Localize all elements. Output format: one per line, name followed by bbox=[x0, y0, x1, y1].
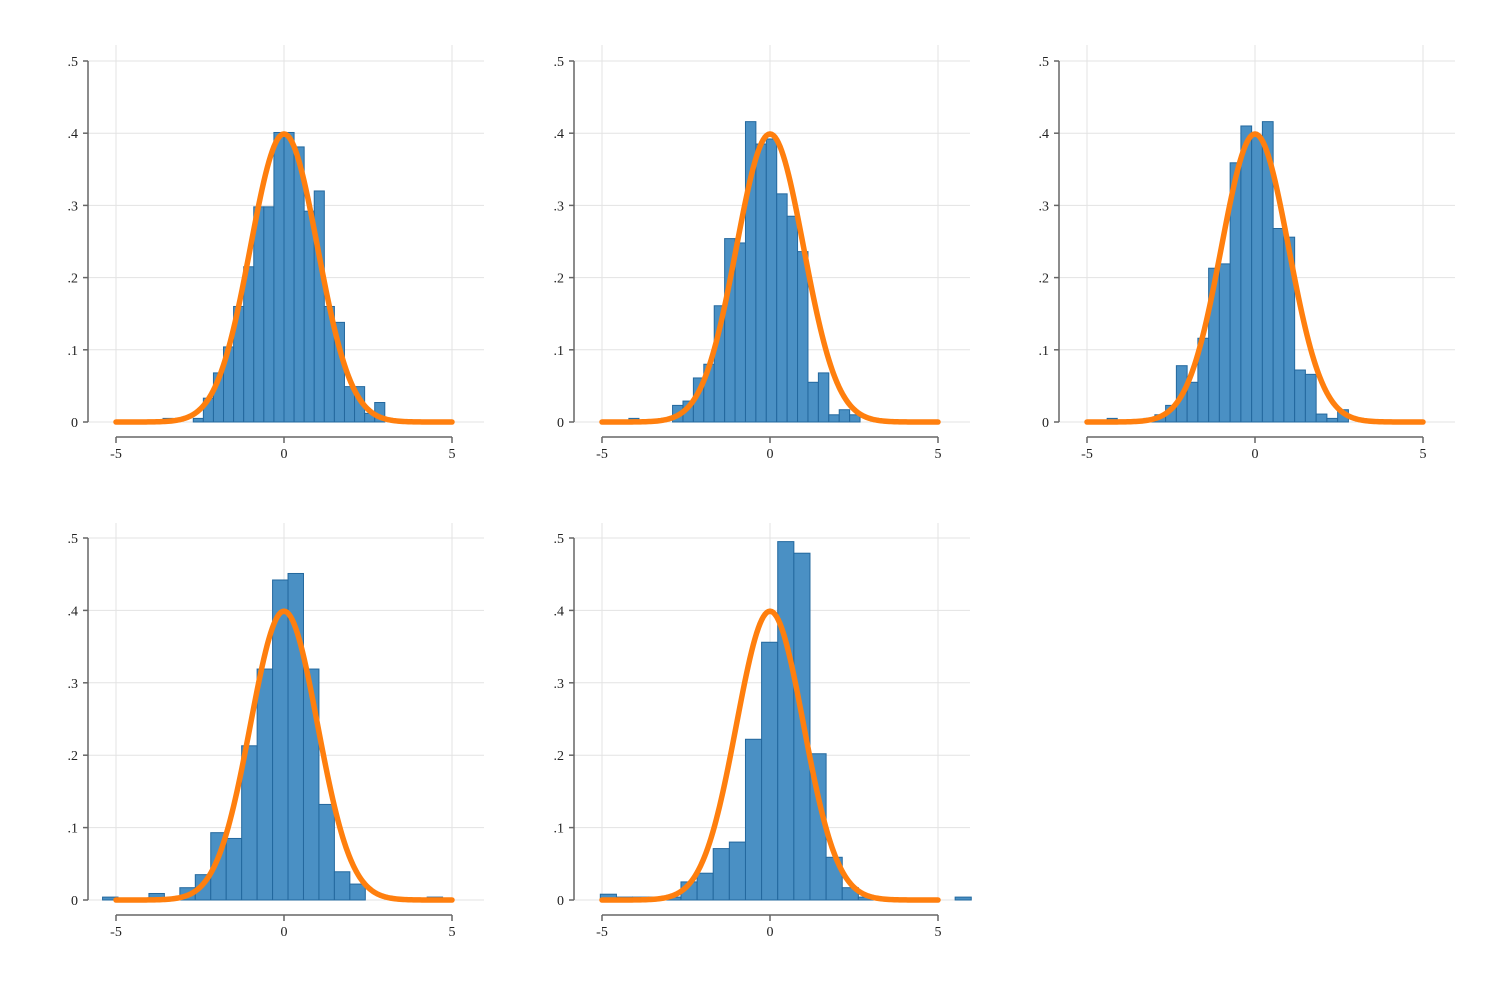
histogram-bar bbox=[302, 668, 320, 901]
x-tick-label: 0 bbox=[767, 925, 774, 940]
histogram-bar bbox=[734, 242, 746, 423]
histogram-bar bbox=[728, 841, 746, 901]
y-tick-label: 0 bbox=[557, 416, 564, 431]
histogram-bar bbox=[283, 131, 295, 423]
histogram-bar bbox=[243, 266, 255, 423]
histogram-bar bbox=[817, 372, 830, 423]
y-tick-label: 0 bbox=[71, 416, 78, 431]
panel-2: 0 .1 .2 .3 .4 .5 -5 0 5 bbox=[554, 45, 970, 462]
histogram-bar bbox=[755, 143, 767, 423]
y-tick-label: .3 bbox=[68, 677, 79, 692]
histogram-bar bbox=[273, 131, 285, 423]
x-tick-label: -5 bbox=[596, 447, 608, 462]
histogram-bar bbox=[1304, 373, 1317, 423]
x-tick-label: 5 bbox=[449, 447, 456, 462]
x-tick-label: 0 bbox=[281, 925, 288, 940]
histogram-bar bbox=[192, 417, 204, 423]
y-tick-label: .4 bbox=[554, 604, 565, 619]
histogram-bar bbox=[1315, 413, 1328, 423]
histogram-bar bbox=[777, 541, 795, 901]
histogram-bar bbox=[303, 210, 315, 423]
histogram-bar bbox=[1251, 134, 1263, 423]
x-tick-label: 5 bbox=[935, 925, 942, 940]
density-curve bbox=[1084, 131, 1426, 425]
histogram-bar bbox=[849, 414, 861, 423]
y-tick-label: .5 bbox=[1039, 55, 1050, 70]
histogram-bar bbox=[712, 848, 730, 901]
histogram-bar bbox=[797, 251, 809, 423]
y-tick-label: .5 bbox=[68, 532, 79, 547]
density-curve bbox=[599, 131, 941, 425]
x-tick-label: 0 bbox=[281, 447, 288, 462]
x-tick-label: 5 bbox=[935, 447, 942, 462]
histogram-bar bbox=[765, 138, 778, 423]
x-tick-label: 0 bbox=[767, 447, 774, 462]
histogram-bar bbox=[333, 871, 351, 901]
y-tick-label: .1 bbox=[68, 822, 79, 837]
x-tick-label: -5 bbox=[1081, 447, 1093, 462]
histogram-bar bbox=[253, 206, 265, 423]
y-tick-label: .2 bbox=[68, 272, 79, 287]
panel-1: 0 .1 .2 .3 .4 .5 -5 0 5 bbox=[68, 45, 484, 462]
x-tick-label: -5 bbox=[110, 925, 122, 940]
histogram-bar bbox=[263, 206, 275, 423]
y-tick-label: .1 bbox=[68, 344, 79, 359]
y-tick-label: .5 bbox=[68, 55, 79, 70]
x-tick-label: 0 bbox=[1252, 447, 1259, 462]
histogram-bar bbox=[696, 872, 714, 901]
histogram-bar bbox=[1186, 381, 1199, 423]
y-tick-label: .2 bbox=[554, 749, 565, 764]
y-tick-label: .5 bbox=[554, 532, 565, 547]
y-tick-label: 0 bbox=[557, 894, 564, 909]
y-tick-label: .3 bbox=[1039, 199, 1050, 214]
y-tick-label: .2 bbox=[554, 272, 565, 287]
y-tick-label: .3 bbox=[554, 677, 565, 692]
y-tick-label: .2 bbox=[1039, 272, 1050, 287]
y-tick-label: .4 bbox=[68, 604, 79, 619]
panel-4: 0 .1 .2 .3 .4 .5 -5 0 5 bbox=[68, 523, 484, 940]
x-tick-label: 5 bbox=[449, 925, 456, 940]
histogram-bar bbox=[776, 193, 788, 423]
histogram-bar bbox=[1240, 125, 1253, 423]
histogram-bar bbox=[1294, 369, 1306, 423]
y-tick-label: .1 bbox=[1039, 344, 1050, 359]
histogram-bar bbox=[828, 414, 840, 423]
density-curve bbox=[113, 608, 455, 903]
histogram-bar bbox=[786, 215, 799, 423]
histogram-bar bbox=[349, 883, 366, 901]
histogram-bar bbox=[954, 896, 972, 901]
y-tick-label: .3 bbox=[68, 199, 79, 214]
panel-5: 0 .1 .2 .3 .4 .5 -5 0 5 bbox=[554, 523, 972, 940]
density-curve bbox=[113, 131, 455, 425]
density-curve bbox=[599, 608, 941, 903]
histogram-bar bbox=[293, 146, 305, 423]
y-tick-label: .1 bbox=[554, 822, 565, 837]
y-tick-label: .4 bbox=[554, 127, 565, 142]
histogram-bar bbox=[838, 409, 851, 423]
x-tick-label: -5 bbox=[110, 447, 122, 462]
x-tick-label: 5 bbox=[1420, 447, 1427, 462]
histogram-bar bbox=[761, 641, 779, 901]
y-tick-label: .4 bbox=[68, 127, 79, 142]
panel-3: 0 .1 .2 .3 .4 .5 -5 0 5 bbox=[1039, 45, 1455, 462]
histogram-bar bbox=[318, 803, 335, 901]
y-tick-label: .3 bbox=[554, 199, 565, 214]
y-tick-label: .4 bbox=[1039, 127, 1050, 142]
y-tick-label: 0 bbox=[71, 894, 78, 909]
histogram-bar bbox=[1272, 228, 1285, 423]
histogram-bar bbox=[256, 668, 274, 901]
y-tick-label: .5 bbox=[554, 55, 565, 70]
histogram-bar bbox=[807, 381, 819, 423]
y-tick-label: .1 bbox=[554, 344, 565, 359]
y-tick-label: .2 bbox=[68, 749, 79, 764]
x-tick-label: -5 bbox=[596, 925, 608, 940]
histogram-bar bbox=[1326, 417, 1339, 423]
histogram-bar bbox=[1218, 263, 1231, 423]
histogram-bar bbox=[225, 837, 243, 901]
histogram-bar bbox=[744, 738, 763, 901]
y-tick-label: 0 bbox=[1042, 416, 1049, 431]
